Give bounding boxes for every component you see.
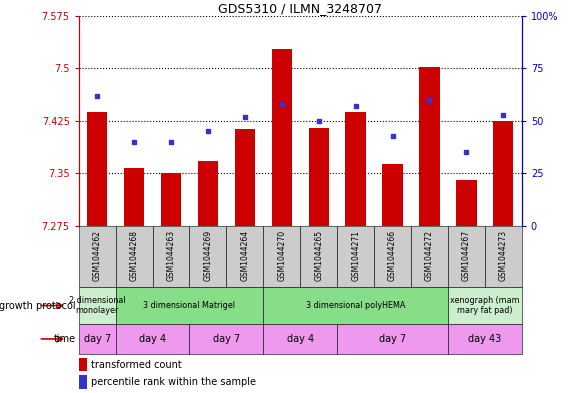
Bar — [189, 324, 264, 354]
Bar — [226, 226, 264, 287]
Bar — [87, 112, 107, 226]
Text: GSM1044262: GSM1044262 — [93, 230, 101, 281]
Bar — [264, 226, 300, 287]
Text: time: time — [54, 334, 76, 344]
Bar — [115, 226, 153, 287]
Bar — [456, 180, 476, 226]
Text: day 4: day 4 — [287, 334, 314, 344]
Bar — [411, 226, 448, 287]
Text: GSM1044272: GSM1044272 — [425, 230, 434, 281]
Text: day 7: day 7 — [83, 334, 111, 344]
Bar — [448, 226, 485, 287]
Bar — [189, 226, 226, 287]
Bar — [79, 324, 115, 354]
Text: percentile rank within the sample: percentile rank within the sample — [91, 377, 256, 387]
Text: growth protocol: growth protocol — [0, 301, 76, 310]
Bar — [115, 287, 264, 324]
Text: day 43: day 43 — [468, 334, 501, 344]
Bar — [337, 226, 374, 287]
Bar — [374, 226, 411, 287]
Bar — [485, 226, 522, 287]
Text: GSM1044268: GSM1044268 — [129, 230, 139, 281]
Text: xenograph (mam
mary fat pad): xenograph (mam mary fat pad) — [450, 296, 519, 315]
Bar — [79, 226, 115, 287]
Text: 3 dimensional Matrigel: 3 dimensional Matrigel — [143, 301, 236, 310]
Bar — [493, 121, 514, 226]
Bar — [448, 324, 522, 354]
Bar — [300, 226, 337, 287]
Bar — [124, 168, 144, 226]
Text: day 7: day 7 — [379, 334, 406, 344]
Text: day 4: day 4 — [139, 334, 166, 344]
Text: 3 dimensional polyHEMA: 3 dimensional polyHEMA — [306, 301, 405, 310]
Bar — [115, 324, 189, 354]
Bar — [264, 324, 337, 354]
Text: GSM1044266: GSM1044266 — [388, 230, 397, 281]
Title: GDS5310 / ILMN_3248707: GDS5310 / ILMN_3248707 — [218, 2, 382, 15]
Text: transformed count: transformed count — [91, 360, 182, 370]
Bar — [198, 161, 218, 226]
Bar — [308, 128, 329, 226]
Text: GSM1044270: GSM1044270 — [278, 230, 286, 281]
Bar — [161, 173, 181, 226]
Text: 2 dimensional
monolayer: 2 dimensional monolayer — [69, 296, 125, 315]
Bar — [346, 112, 366, 226]
Bar — [419, 67, 440, 226]
Text: GSM1044265: GSM1044265 — [314, 230, 323, 281]
Bar — [264, 287, 448, 324]
Text: day 7: day 7 — [213, 334, 240, 344]
Bar — [448, 287, 522, 324]
Text: GSM1044271: GSM1044271 — [351, 230, 360, 281]
Bar — [79, 375, 87, 389]
Text: GSM1044269: GSM1044269 — [203, 230, 212, 281]
Text: GSM1044267: GSM1044267 — [462, 230, 471, 281]
Bar — [153, 226, 189, 287]
Text: GSM1044263: GSM1044263 — [167, 230, 175, 281]
Bar — [337, 324, 448, 354]
Bar — [79, 287, 115, 324]
Bar — [272, 50, 292, 226]
Bar — [235, 129, 255, 226]
Bar — [79, 358, 87, 371]
Bar — [382, 164, 403, 226]
Text: GSM1044264: GSM1044264 — [240, 230, 250, 281]
Text: GSM1044273: GSM1044273 — [499, 230, 508, 281]
